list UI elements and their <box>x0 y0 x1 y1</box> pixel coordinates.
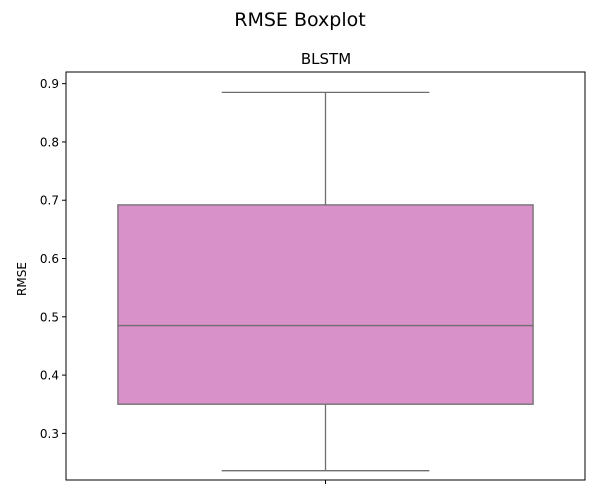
y-tick-label: 0.4 <box>40 369 59 383</box>
chart-suptitle: RMSE Boxplot <box>234 9 365 31</box>
y-tick-label: 0.7 <box>40 194 59 208</box>
iqr-box <box>117 204 534 405</box>
y-tick-label: 0.3 <box>40 427 59 441</box>
y-tick-label: 0.8 <box>40 135 59 149</box>
axes-frame <box>65 71 586 481</box>
y-axis-label: RMSE <box>15 262 29 296</box>
y-axis-ticks: 0.3 0.4 0.5 0.6 0.7 0.8 0.9 <box>40 77 66 441</box>
y-tick-label: 0.9 <box>40 77 59 91</box>
box-group <box>117 91 534 472</box>
y-tick-label: 0.5 <box>40 310 59 324</box>
y-tick-label: 0.6 <box>40 252 59 266</box>
chart-title: BLSTM <box>301 50 351 68</box>
plot-area: 0.3 0.4 0.5 0.6 0.7 0.8 0.9 <box>40 71 586 484</box>
